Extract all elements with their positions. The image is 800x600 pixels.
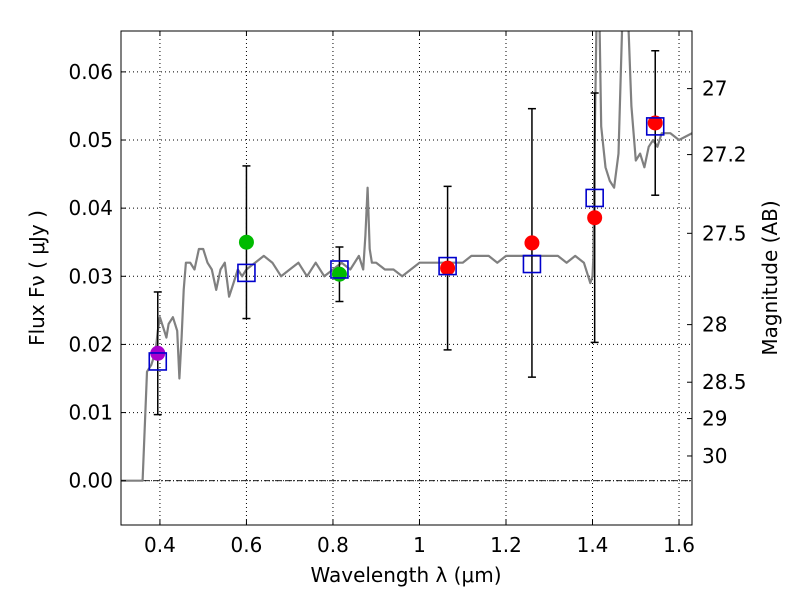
- y2-axis-title: Magnitude (AB): [758, 200, 782, 355]
- y2-tick-label: 27.5: [702, 221, 747, 245]
- observed-point: [331, 266, 347, 282]
- y-tick-label: 0.00: [68, 469, 113, 493]
- y-tick-label: 0.03: [68, 264, 113, 288]
- observed-point: [524, 235, 540, 251]
- observed-point: [238, 234, 254, 250]
- model-box-point: [645, 117, 665, 136]
- x-tick-label: 1.4: [577, 533, 609, 557]
- x-axis-ticks: 0.4 0.6 0.8 1 1.2 1.4 1.6: [144, 31, 695, 557]
- y-tick-label: 0.05: [68, 128, 113, 152]
- y2-tick-label: 28.5: [702, 370, 747, 394]
- y2-tick-label: 29: [702, 407, 727, 431]
- y2-tick-label: 27.2: [702, 143, 747, 167]
- model-box-layer: [148, 117, 665, 371]
- y2-tick-label: 30: [702, 444, 727, 468]
- errorbar-layer: [153, 50, 660, 416]
- model-box-point: [585, 188, 604, 208]
- x-tick-label: 1.6: [663, 533, 695, 557]
- y-tick-label: 0.06: [68, 60, 113, 84]
- y-axis-ticks: 0.00 0.01 0.02 0.03 0.04 0.05 0.06: [68, 60, 126, 493]
- plot-frame: [120, 30, 693, 526]
- x-tick-label: 0.8: [317, 533, 349, 557]
- observed-point: [647, 115, 663, 131]
- model-box-point: [522, 254, 542, 274]
- observed-point: [587, 210, 603, 226]
- y-tick-label: 0.01: [68, 401, 113, 425]
- model-box-point: [237, 263, 256, 283]
- x-tick-label: 0.6: [231, 533, 263, 557]
- template-spectrum-layer: [121, 31, 692, 482]
- model-box-point: [438, 256, 457, 276]
- observed-points-layer: [150, 115, 663, 361]
- x-axis-title: Wavelength λ (μm): [310, 563, 501, 587]
- template-spectrum-line: [121, 31, 692, 482]
- y-tick-label: 0.04: [68, 196, 113, 220]
- model-box-point: [330, 260, 349, 279]
- grid-layer: [121, 31, 692, 525]
- y-axis-title: Flux Fν ( μJy ): [25, 210, 49, 346]
- x-tick-label: 0.4: [144, 533, 176, 557]
- x-tick-label: 1: [413, 533, 426, 557]
- y-tick-label: 0.02: [68, 332, 113, 356]
- y2-axis-ticks: 27 27.2 27.5 28 28.5 29 30: [687, 77, 747, 468]
- y2-tick-label: 28: [702, 313, 727, 337]
- observed-point: [440, 260, 456, 276]
- y2-tick-label: 27: [702, 77, 727, 101]
- x-tick-label: 1.2: [490, 533, 522, 557]
- model-box-point: [148, 352, 168, 371]
